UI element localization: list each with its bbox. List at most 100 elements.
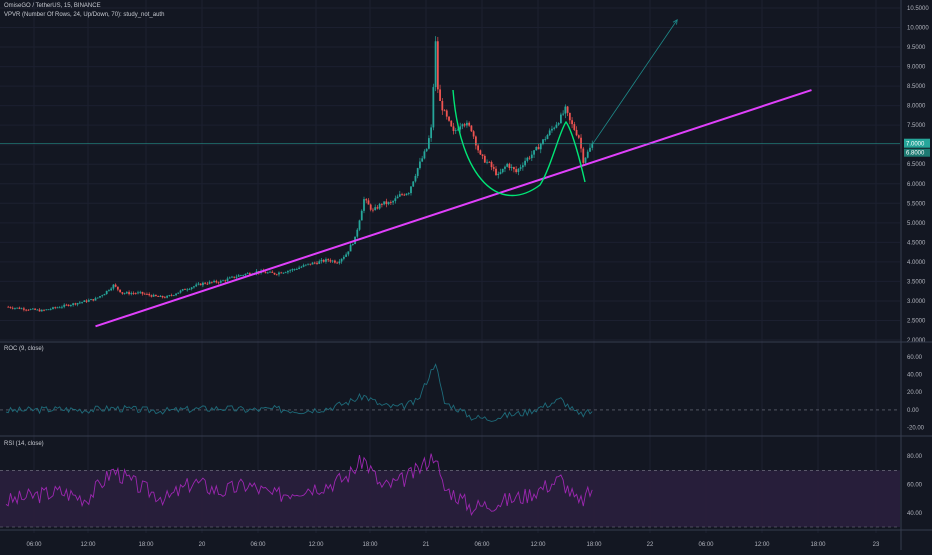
candle-body: [99, 296, 101, 298]
candle-body: [566, 106, 569, 113]
candle-body: [298, 267, 301, 269]
candle-body: [119, 289, 122, 293]
candle-body: [470, 125, 473, 132]
candle-body: [179, 290, 182, 293]
candle-body: [441, 100, 444, 111]
candle-body: [309, 263, 312, 265]
candle-body: [130, 293, 133, 295]
candle-body: [515, 169, 518, 173]
candle-body: [372, 209, 374, 211]
candle-body: [571, 120, 573, 125]
candle-body: [74, 303, 77, 305]
candle-body: [535, 147, 538, 151]
candle-body: [121, 292, 124, 294]
candle-body: [582, 148, 585, 163]
candle-body: [405, 193, 408, 196]
candle-body: [313, 262, 316, 264]
candle-body: [23, 308, 25, 310]
candle-body: [87, 300, 90, 302]
candle-body: [452, 126, 455, 132]
candle-body: [378, 203, 381, 209]
candle-body: [101, 295, 104, 297]
candle-body: [90, 299, 92, 301]
roc-tick-label: 0.00: [907, 408, 919, 414]
roc-tick-label: 40.00: [907, 373, 923, 379]
price-tick-label: 3.0000: [907, 299, 926, 305]
candle-body: [148, 293, 151, 296]
candle-body: [331, 260, 334, 262]
candle-body: [479, 150, 482, 155]
candle-body: [14, 307, 16, 309]
candle-body: [526, 157, 529, 161]
candle-body: [152, 294, 155, 297]
price-tick-label: 5.0000: [907, 221, 926, 227]
candle-body: [18, 307, 21, 309]
candle-body: [356, 229, 359, 237]
candle-body: [551, 128, 553, 131]
candle-body: [436, 41, 439, 90]
candle-body: [69, 305, 72, 306]
candle-body: [506, 163, 509, 167]
candle-body: [537, 147, 540, 150]
candle-body: [224, 280, 227, 282]
time-tick-label: 06:00: [26, 542, 42, 548]
candle-body: [416, 168, 419, 176]
candle-body: [217, 282, 220, 284]
candle-body: [486, 161, 488, 163]
candle-body: [132, 293, 135, 294]
candle-body: [204, 282, 207, 284]
candle-body: [170, 295, 173, 297]
time-tick-label: 18:00: [586, 542, 602, 548]
price-badge-secondary-text: 6.8000: [906, 151, 925, 157]
candle-body: [345, 254, 347, 257]
candle-body: [392, 201, 394, 203]
candle-body: [289, 270, 292, 272]
candle-body: [316, 262, 318, 264]
candle-body: [184, 289, 186, 290]
time-tick-label: 22: [647, 542, 654, 548]
candle-body: [210, 281, 213, 283]
candle-body: [474, 136, 477, 146]
candle-body: [40, 309, 43, 312]
candle-body: [108, 290, 110, 292]
candle-body: [61, 306, 63, 308]
candle-body: [589, 147, 591, 152]
candle-body: [421, 158, 424, 162]
candle-body: [401, 194, 403, 196]
candle-body: [533, 150, 535, 155]
candle-body: [557, 123, 560, 125]
candle-body: [584, 157, 587, 163]
candle-body: [329, 260, 332, 262]
candle-body: [114, 284, 117, 287]
time-tick-label: 18:00: [138, 542, 154, 548]
candle-body: [291, 269, 294, 271]
candle-body: [202, 282, 204, 286]
candle-body: [477, 145, 480, 151]
candle-body: [25, 309, 28, 311]
candle-body: [76, 303, 79, 305]
candle-body: [340, 258, 343, 262]
candle-body: [419, 161, 421, 169]
candle-body: [65, 304, 68, 306]
candle-body: [307, 263, 309, 265]
candle-body: [508, 163, 511, 169]
candle-body: [564, 106, 567, 114]
candle-body: [414, 175, 417, 182]
candle-body: [385, 201, 388, 205]
roc-series-line: [5, 363, 593, 422]
candle-body: [327, 259, 330, 261]
price-tick-label: 10.5000: [907, 6, 929, 12]
candle-body: [318, 261, 321, 264]
price-tick-label: 6.5000: [907, 162, 926, 168]
candle-body: [94, 298, 97, 301]
candle-body: [530, 154, 533, 159]
candle-body: [222, 280, 224, 282]
candle-body: [591, 144, 594, 148]
candle-body: [369, 204, 372, 210]
candle-body: [163, 297, 166, 299]
candle-body: [562, 113, 565, 115]
rsi-tick-label: 80.00: [907, 454, 923, 460]
price-badge: [904, 138, 930, 148]
candle-body: [248, 273, 251, 275]
